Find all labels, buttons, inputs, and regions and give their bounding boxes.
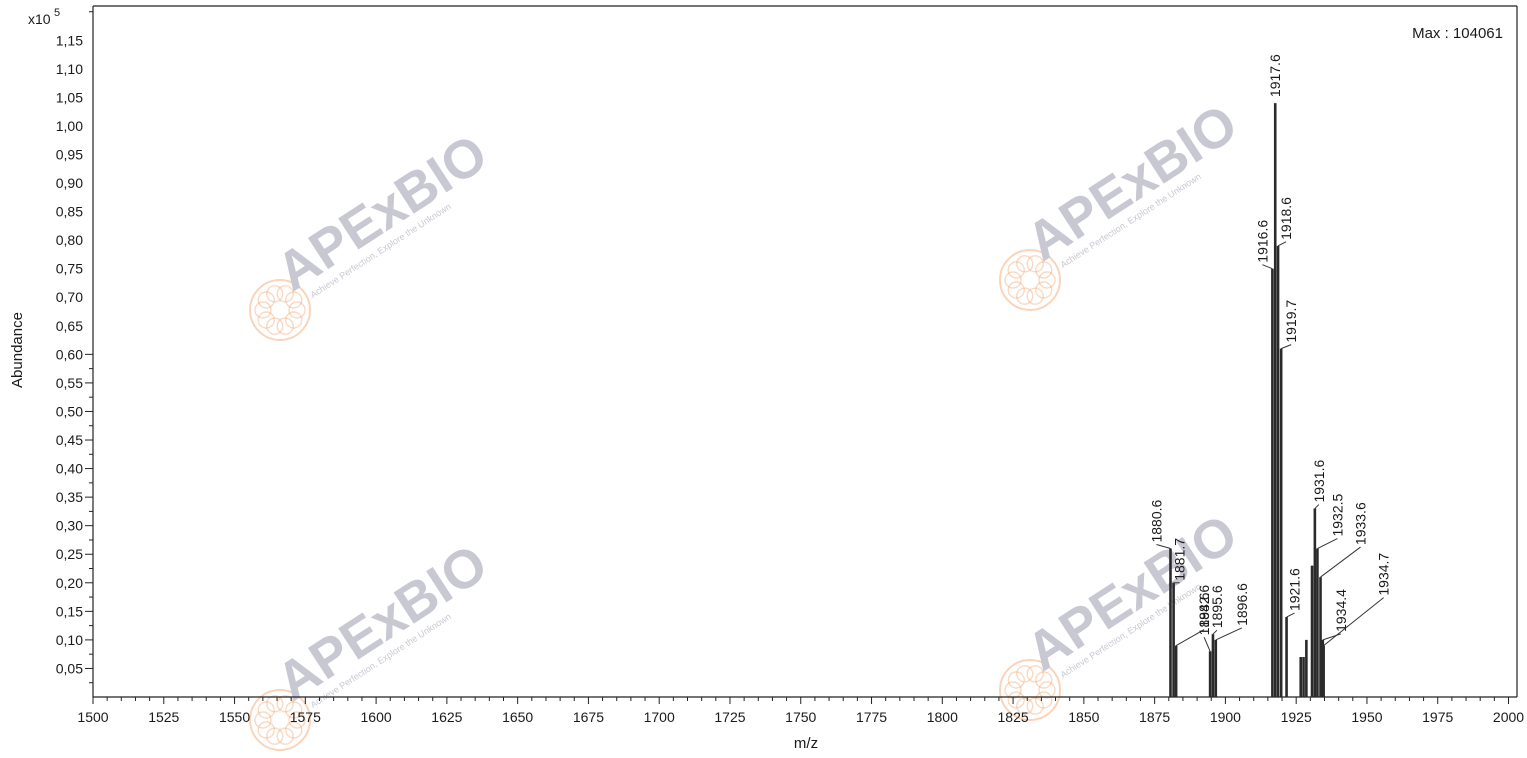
x-tick-label: 1800 bbox=[927, 709, 958, 725]
y-tick-label: 0,60 bbox=[56, 346, 83, 362]
y-tick-label: 0,35 bbox=[56, 489, 83, 505]
peak-label: 1931.6 bbox=[1311, 460, 1327, 503]
y-tick-label: 0,65 bbox=[56, 318, 83, 334]
y-tick-label: 0,40 bbox=[56, 461, 83, 477]
peak-label: 1882.6 bbox=[1196, 585, 1212, 628]
y-ticks: 0,05 0,10 0,15 0,20 0,25 0,30 0,35 0,40 0,45 0,50… bbox=[56, 11, 93, 684]
peak-label: 1881.7 bbox=[1172, 538, 1188, 581]
y-tick-label: 0,85 bbox=[56, 204, 83, 220]
x-tick-label: 1850 bbox=[1068, 709, 1099, 725]
y-tick-label: 0,45 bbox=[56, 432, 83, 448]
watermark-brand: APExBIO bbox=[1016, 93, 1248, 272]
peak-label-leader bbox=[1262, 264, 1273, 270]
peak-label-leader bbox=[1286, 612, 1295, 618]
x-tick-label: 1550 bbox=[219, 709, 250, 725]
y-axis-title: Abundance bbox=[9, 312, 26, 388]
peak-label: 1896.6 bbox=[1234, 583, 1250, 626]
y-tick-label: 1,05 bbox=[56, 89, 83, 105]
peak-label: 1880.6 bbox=[1148, 499, 1164, 542]
y-tick-label: 0,50 bbox=[56, 403, 83, 419]
x-tick-label: 1600 bbox=[361, 709, 392, 725]
y-tick-label: 0,75 bbox=[56, 261, 83, 277]
y-tick-label: 0,80 bbox=[56, 232, 83, 248]
peak-label-leader bbox=[1156, 544, 1171, 550]
y-exponent-power: 5 bbox=[54, 7, 60, 19]
y-tick-label: 1,10 bbox=[56, 61, 83, 77]
y-exponent-base: x10 bbox=[28, 11, 51, 27]
peak-label: 1921.6 bbox=[1287, 568, 1303, 611]
x-axis-title: m/z bbox=[794, 735, 818, 752]
peak-label-leader bbox=[1314, 504, 1320, 509]
y-tick-label: 1,15 bbox=[56, 32, 83, 48]
peak-label-leader bbox=[1212, 629, 1218, 635]
watermark-seal-icon bbox=[999, 659, 1061, 721]
peak-label-leader bbox=[1203, 637, 1211, 652]
x-tick-label: 1900 bbox=[1210, 709, 1241, 725]
peak-label: 1934.7 bbox=[1376, 553, 1392, 596]
peak-label: 1919.7 bbox=[1283, 300, 1299, 343]
peak-label: 1917.6 bbox=[1267, 54, 1283, 97]
y-tick-label: 0,30 bbox=[56, 518, 83, 534]
x-tick-label: 1575 bbox=[290, 709, 321, 725]
peak-label: 1934.4 bbox=[1333, 589, 1349, 632]
max-abundance-label: Max : 104061 bbox=[1412, 25, 1503, 42]
y-tick-label: 0,25 bbox=[56, 546, 83, 562]
y-tick-label: 0,05 bbox=[56, 660, 83, 676]
peak-label: 1916.6 bbox=[1254, 220, 1270, 263]
peak-label: 1895.6 bbox=[1209, 585, 1225, 628]
peak-label: 1933.6 bbox=[1353, 502, 1369, 545]
x-tick-label: 1500 bbox=[77, 709, 108, 725]
x-tick-label: 1875 bbox=[1139, 709, 1170, 725]
watermark-seal-icon bbox=[249, 689, 311, 751]
x-ticks: 1500 1525 1550 1575 1600 1625 1650 1675 1700 1725… bbox=[77, 697, 1524, 725]
watermark-seal-icon bbox=[999, 249, 1061, 311]
peaks bbox=[1169, 103, 1325, 697]
axes bbox=[92, 5, 1518, 698]
x-tick-label: 1700 bbox=[644, 709, 675, 725]
x-tick-label: 1725 bbox=[714, 709, 745, 725]
x-tick-label: 1950 bbox=[1351, 709, 1382, 725]
peak-label: 1894.6 bbox=[1196, 592, 1212, 635]
peak-label-leader bbox=[1277, 241, 1287, 247]
y-tick-label: 0,20 bbox=[56, 575, 83, 591]
y-tick-label: 0,10 bbox=[56, 632, 83, 648]
x-tick-label: 1525 bbox=[148, 709, 179, 725]
y-tick-label: 0,95 bbox=[56, 146, 83, 162]
y-tick-label: 0,15 bbox=[56, 603, 83, 619]
x-tick-label: 1650 bbox=[502, 709, 533, 725]
peak-label-leader bbox=[1320, 546, 1361, 578]
peak-label-leader bbox=[1175, 629, 1205, 647]
watermark-brand: APExBIO bbox=[266, 533, 498, 712]
watermark-brand: APExBIO bbox=[266, 123, 498, 302]
x-tick-label: 1825 bbox=[998, 709, 1029, 725]
x-tick-label: 1775 bbox=[856, 709, 887, 725]
x-tick-label: 1675 bbox=[573, 709, 604, 725]
y-tick-label: 0,70 bbox=[56, 289, 83, 305]
x-tick-label: 2000 bbox=[1493, 709, 1524, 725]
peak-label: 1918.6 bbox=[1278, 197, 1294, 240]
x-tick-label: 1625 bbox=[431, 709, 462, 725]
y-tick-label: 1,00 bbox=[56, 118, 83, 134]
peak-label-leader bbox=[1280, 344, 1292, 350]
peak-label: 1932.5 bbox=[1329, 493, 1345, 536]
x-tick-label: 1975 bbox=[1422, 709, 1453, 725]
peak-label-leader bbox=[1323, 597, 1384, 646]
y-tick-label: 0,55 bbox=[56, 375, 83, 391]
x-tick-label: 1750 bbox=[785, 709, 816, 725]
x-tick-label: 1925 bbox=[1281, 709, 1312, 725]
peak-label-leader bbox=[1215, 627, 1242, 641]
peak-label-leader bbox=[1317, 538, 1338, 549]
watermark-seal-icon bbox=[249, 279, 311, 341]
y-tick-label: 0,90 bbox=[56, 175, 83, 191]
